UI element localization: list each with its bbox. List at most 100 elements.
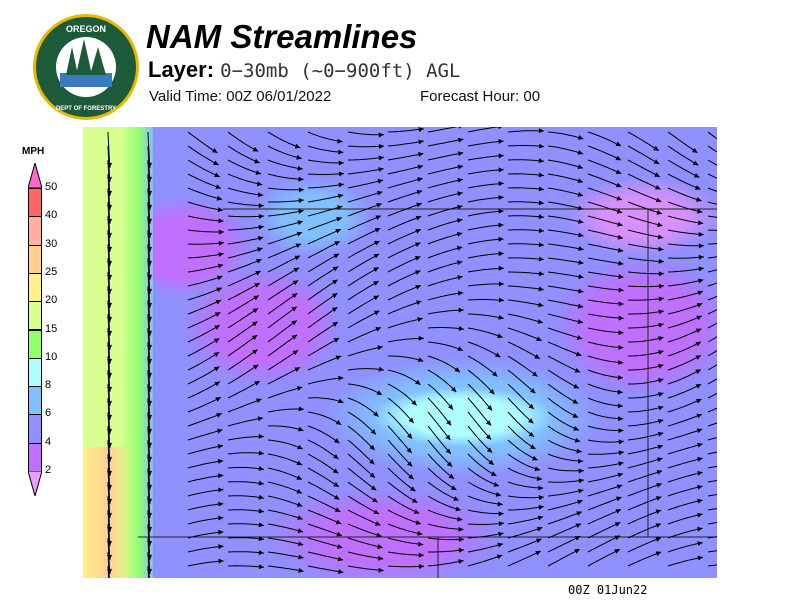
streamline-arrow	[458, 559, 464, 564]
streamline	[667, 256, 704, 259]
streamline-arrow	[698, 266, 704, 272]
streamline	[227, 258, 262, 273]
streamline-map	[83, 127, 717, 578]
streamline-arrow	[498, 181, 504, 187]
streamline-arrow	[213, 352, 220, 358]
streamline	[667, 173, 701, 190]
streamline	[667, 457, 703, 469]
streamline	[507, 327, 542, 342]
streamline-arrow	[497, 542, 503, 548]
streamline-arrow	[617, 403, 623, 409]
streamline-arrow	[578, 458, 584, 464]
streamline-arrow	[691, 147, 698, 153]
streamline	[467, 543, 504, 553]
streamline-arrow	[458, 547, 464, 553]
streamline-arrow	[215, 184, 221, 190]
streamline-arrow	[406, 447, 412, 454]
streamline	[387, 177, 423, 189]
streamline-arrow	[528, 431, 535, 437]
streamline	[147, 551, 150, 578]
streamline	[467, 425, 493, 453]
streamline-arrow	[218, 229, 224, 235]
streamline-arrow	[577, 164, 583, 170]
streamline-arrow	[696, 302, 703, 308]
streamline	[587, 257, 624, 265]
streamline-arrow	[532, 371, 538, 377]
streamline	[587, 159, 622, 175]
streamline-arrow	[577, 499, 583, 505]
streamline	[147, 187, 151, 225]
streamline	[227, 495, 264, 499]
streamline	[467, 313, 504, 319]
streamline	[347, 467, 377, 491]
streamline-arrow	[298, 209, 304, 214]
legend-label: 4	[45, 435, 52, 448]
legend-label: 8	[45, 379, 52, 392]
streamline	[467, 252, 504, 259]
streamline-arrow	[217, 207, 223, 213]
streamline	[467, 182, 504, 189]
streamline-arrow	[296, 460, 303, 466]
streamline-arrow	[532, 455, 538, 461]
streamline-arrow	[577, 319, 583, 325]
streamline-arrow	[698, 243, 704, 249]
streamline-arrow	[538, 128, 544, 134]
legend-max-arrow	[28, 163, 42, 188]
streamline	[107, 411, 111, 449]
streamline	[427, 537, 464, 541]
streamline	[267, 231, 303, 245]
streamline-arrow	[485, 434, 492, 440]
streamline	[707, 550, 717, 553]
streamline-arrow	[297, 528, 304, 534]
streamline	[587, 187, 623, 201]
streamline	[267, 145, 302, 159]
streamline-arrow	[255, 170, 262, 175]
streamline-arrow	[655, 509, 662, 515]
streamline-arrow	[658, 283, 664, 289]
streamline-arrow	[218, 529, 224, 535]
streamline-arrow	[378, 155, 384, 161]
streamline	[347, 397, 379, 417]
streamline	[347, 537, 383, 549]
streamline-arrow	[218, 501, 224, 507]
streamline-arrow	[496, 554, 503, 560]
streamline	[187, 545, 224, 553]
streamline	[467, 196, 504, 203]
streamline-arrow	[617, 234, 623, 240]
streamline-arrow	[335, 355, 342, 361]
streamline-arrow	[695, 369, 701, 375]
streamline-arrow	[617, 389, 623, 395]
streamline	[107, 257, 111, 295]
streamline-arrow	[697, 512, 703, 518]
streamline	[667, 527, 703, 539]
streamline-arrow	[258, 536, 264, 542]
streamline-arrow	[498, 314, 504, 320]
streamline	[107, 439, 111, 477]
streamline	[467, 238, 504, 245]
legend-swatch	[28, 216, 42, 246]
streamline-arrow	[374, 310, 380, 316]
streamline-arrow	[298, 176, 304, 182]
streamline	[227, 565, 265, 568]
streamline	[627, 537, 662, 553]
streamline-arrow	[453, 496, 459, 501]
streamline	[187, 351, 220, 371]
streamline	[307, 565, 344, 573]
streamline	[347, 509, 381, 526]
legend-label: 30	[45, 237, 58, 250]
streamline	[187, 242, 224, 245]
streamline	[107, 383, 111, 421]
streamline-arrow	[376, 202, 382, 208]
streamline	[587, 462, 624, 469]
streamline	[307, 509, 342, 525]
streamline	[467, 532, 504, 539]
streamline	[507, 229, 545, 232]
streamline	[347, 266, 380, 287]
streamline	[427, 341, 464, 351]
streamline	[707, 145, 717, 153]
streamline	[628, 378, 664, 385]
streamline-arrow	[448, 473, 455, 479]
streamline	[347, 565, 384, 571]
streamline-arrow	[618, 360, 624, 366]
legend-swatch	[28, 329, 42, 359]
